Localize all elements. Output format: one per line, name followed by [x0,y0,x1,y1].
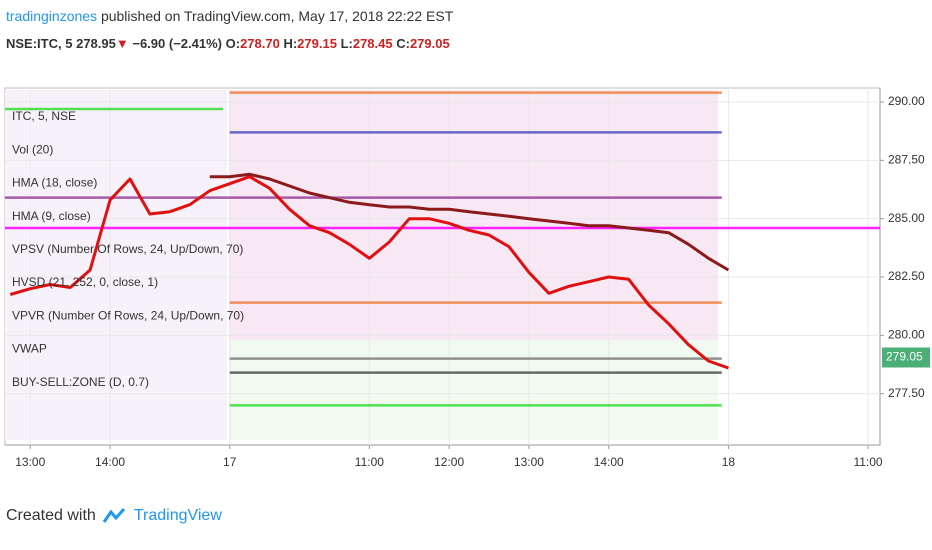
indicator-label: VWAP [12,342,47,356]
high-label: H: [283,36,298,51]
x-tick-label: 14:00 [95,455,125,469]
published: published on TradingView.com, May 17, 20… [100,8,454,24]
close: 279.05 [409,36,450,51]
indicator-label: VPSV (Number Of Rows, 24, Up/Down, 70) [12,242,243,256]
price-line [209,172,730,272]
x-tick-label: 18 [722,455,736,469]
y-tick-label: 287.50 [888,153,925,167]
footer: Created with TradingView [6,506,222,526]
arrow: ▼ [115,36,129,51]
y-tick-label: 277.50 [888,386,925,400]
x-tick-label: 12:00 [434,455,464,469]
y-tick-label: 290.00 [888,94,925,108]
open: 278.70 [240,36,280,51]
indicator-label: Vol (20) [12,142,53,156]
indicator-label: HMA (18, close) [12,176,97,190]
chart: 277.50 280.00 282.50 285.00 287.50 290.00 13:0… [4,87,930,469]
y-tick-label: 280.00 [888,328,925,342]
close-label: C: [396,36,410,51]
logo [102,508,125,523]
last: 278.95 [76,36,116,51]
author[interactable]: tradinginzones [6,8,98,24]
publish-line: tradinginzones published on TradingView.… [6,8,453,24]
brand[interactable]: TradingView [133,507,222,524]
buy-zone [229,340,718,440]
x-tick-label: 13:00 [514,455,544,469]
low-label: L: [340,36,353,51]
indicator-label: BUY-SELL:ZONE (D, 0.7) [12,375,149,389]
x-tick-label: 14:00 [594,455,624,469]
x-tick-label: 11:00 [355,455,384,469]
high: 279.15 [297,36,337,51]
y-tick-label: 282.50 [888,269,925,283]
open-label: O: [225,36,241,51]
indicator-label: HVSD (21, 252, 0, close, 1) [12,275,158,289]
indicator-label: HMA (9, close) [12,209,91,223]
y-tick-label: 285.00 [888,211,925,225]
symbol: NSE:ITC, 5 [6,36,73,51]
quote-line: NSE:ITC, 5 278.95▼ −6.90 (−2.41%) O:278.… [6,36,450,51]
x-tick-label: 11:00 [853,455,882,469]
last-price-label: 279.05 [886,350,923,364]
prior-session [5,90,227,440]
low: 278.45 [352,36,393,51]
price-line [9,175,729,370]
created-with: Created with [6,507,96,524]
x-tick-label: 17 [223,455,237,469]
indicator-label: VPVR (Number Of Rows, 24, Up/Down, 70) [12,308,244,322]
x-tick-label: 13:00 [15,455,45,469]
change: −6.90 (−2.41%) [132,36,222,51]
indicator-label: ITC, 5, NSE [12,109,76,123]
last-price-box [882,347,930,368]
